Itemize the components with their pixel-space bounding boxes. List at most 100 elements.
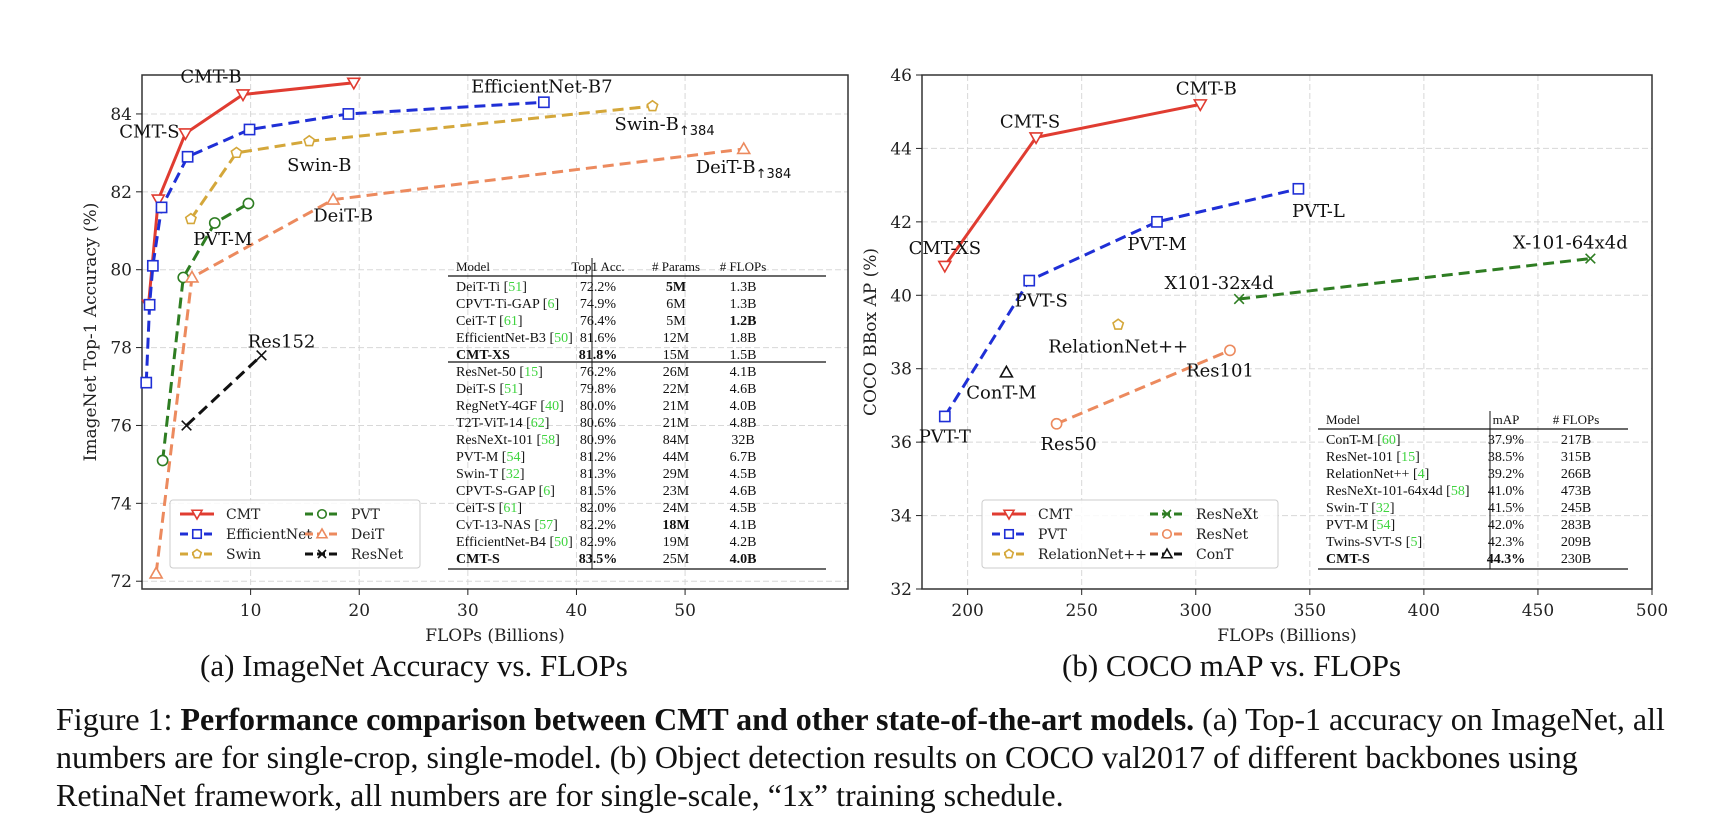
point-label: Swin-B↑384 <box>614 114 714 139</box>
cell-text: 266B <box>1561 467 1591 482</box>
data-point <box>537 96 550 109</box>
data-point <box>303 134 316 147</box>
cell-text: [ <box>516 365 525 380</box>
table-cell-acc: 80.6% <box>580 416 617 431</box>
cell-text: ] <box>1425 467 1430 482</box>
y-tick-label: 34 <box>890 507 912 527</box>
series-line <box>943 187 1299 418</box>
cell-text: [ <box>500 280 509 295</box>
table-cell-model: ConT-M [60] <box>1326 433 1401 448</box>
table-cell-flops: 245B <box>1561 501 1591 516</box>
table-cell-flops: 1.3B <box>730 280 757 295</box>
cell-text: ResNet-101 <box>1326 450 1393 465</box>
point-label-subscript: ↑384 <box>756 167 792 182</box>
legend-marker <box>316 508 328 520</box>
cell-text: [ <box>498 467 507 482</box>
point-label: PVT-L <box>1292 201 1345 222</box>
cell-text: T2T-ViT-14 <box>456 416 523 431</box>
series-deit <box>148 141 752 579</box>
table-cell-params: 84M <box>663 433 690 448</box>
cell-text: 209B <box>1561 535 1591 550</box>
cell-text: 29M <box>663 467 690 482</box>
data-point <box>1292 182 1305 195</box>
cell-text: [ <box>1402 535 1411 550</box>
table-cell-model: EfficientNet-B4 [50] <box>456 535 573 550</box>
cell-text: 42.3% <box>1488 535 1525 550</box>
legend-label: Swin <box>226 547 261 563</box>
cell-text: 217B <box>1561 433 1591 448</box>
table-row: RelationNet++ [4] 39.2% 266B <box>1326 467 1591 482</box>
point-label-text: CMT-B <box>180 66 241 87</box>
cell-text: 81.8% <box>579 348 618 363</box>
point-label: CMT-B <box>1176 78 1237 99</box>
table-cell-flops: 315B <box>1561 450 1591 465</box>
table-cell-acc: 81.8% <box>579 348 618 363</box>
point-label-text: Res101 <box>1186 360 1254 381</box>
table-row: CvT-13-NAS [57] 82.2% 18M 4.1B <box>456 518 756 533</box>
legend-label: CMT <box>226 507 261 523</box>
data-point <box>937 260 953 274</box>
citation-link: 61 <box>503 501 517 516</box>
point-label: DeiT-B <box>313 206 373 227</box>
cell-text: 1.3B <box>730 280 757 295</box>
cell-text: 5M <box>666 280 686 295</box>
series-resnext <box>1233 253 1596 305</box>
cell-text: [ <box>496 382 505 397</box>
table-cell-acc: 81.3% <box>580 467 617 482</box>
x-tick-label: 500 <box>1636 601 1668 621</box>
x-tick-label: 350 <box>1294 601 1326 621</box>
point-label-text: PVT-M <box>193 229 252 250</box>
cell-text: ] <box>559 399 564 414</box>
cell-text: 4.1B <box>730 518 757 533</box>
cell-text: PVT-M <box>1326 518 1369 533</box>
table-cell-acc: 83.5% <box>579 552 618 567</box>
x-axis-label: FLOPs (Billions) <box>1217 626 1357 646</box>
cell-text: 26M <box>663 365 690 380</box>
cell-text: 41.0% <box>1488 484 1525 499</box>
cell-text: ] <box>568 535 573 550</box>
data-point <box>1224 344 1236 357</box>
data-point <box>646 99 659 112</box>
cell-text: 37.9% <box>1488 433 1525 448</box>
citation-link: 5 <box>1410 535 1417 550</box>
table-row: PVT-M [54] 42.0% 283B <box>1326 518 1591 533</box>
cell-text: CPVT-S-GAP <box>456 484 536 499</box>
table-header: # Params <box>652 259 700 274</box>
point-label-text: Swin-B <box>614 114 678 135</box>
cell-text: ] <box>522 280 527 295</box>
citation-link: 15 <box>524 365 538 380</box>
point-label: CMT-B <box>180 66 241 87</box>
y-tick-label: 36 <box>890 433 912 453</box>
data-point <box>235 89 251 103</box>
legend-marker <box>190 509 204 521</box>
y-tick-label: 46 <box>890 66 912 86</box>
cell-text: ResNeXt-101 <box>456 433 533 448</box>
cell-text: 25M <box>663 552 690 567</box>
data-point <box>184 269 200 283</box>
subcaption-b: (b) COCO mAP vs. FLOPs <box>1062 648 1402 683</box>
data-point <box>256 349 267 361</box>
cell-text: 4.8B <box>730 416 757 431</box>
cell-text: 76.4% <box>580 314 617 329</box>
cell-text: 1.3B <box>730 297 757 312</box>
table-cell-params: 23M <box>663 484 690 499</box>
table-cell-flops: 209B <box>1561 535 1591 550</box>
point-label-text: X101-32x4d <box>1164 273 1273 294</box>
cell-text: PVT-M <box>456 450 499 465</box>
table-cell-model: EfficientNet-B3 [50] <box>456 331 573 346</box>
point-label: CMT-S <box>119 121 179 142</box>
x-tick-label: 50 <box>674 601 696 621</box>
cell-text: [ <box>1409 467 1418 482</box>
cell-text: [ <box>537 399 546 414</box>
table-row: ResNeXt-101 [58] 80.9% 84M 32B <box>456 433 755 448</box>
cell-text: 81.6% <box>580 331 617 346</box>
point-label-text: PVT-L <box>1292 201 1345 222</box>
figure: 10 20 30 40 50 72 74 76 78 80 82 84 FLOPs (Billions)… <box>81 66 1668 646</box>
series-cont <box>999 364 1014 378</box>
cell-text: 1.8B <box>730 331 757 346</box>
table-cell-flops: 4.5B <box>730 467 757 482</box>
table-cell-params: 12M <box>663 331 690 346</box>
series-resnet <box>1050 344 1236 430</box>
table-cell-map: 37.9% <box>1488 433 1525 448</box>
cell-text: CPVT-Ti-GAP <box>456 297 540 312</box>
